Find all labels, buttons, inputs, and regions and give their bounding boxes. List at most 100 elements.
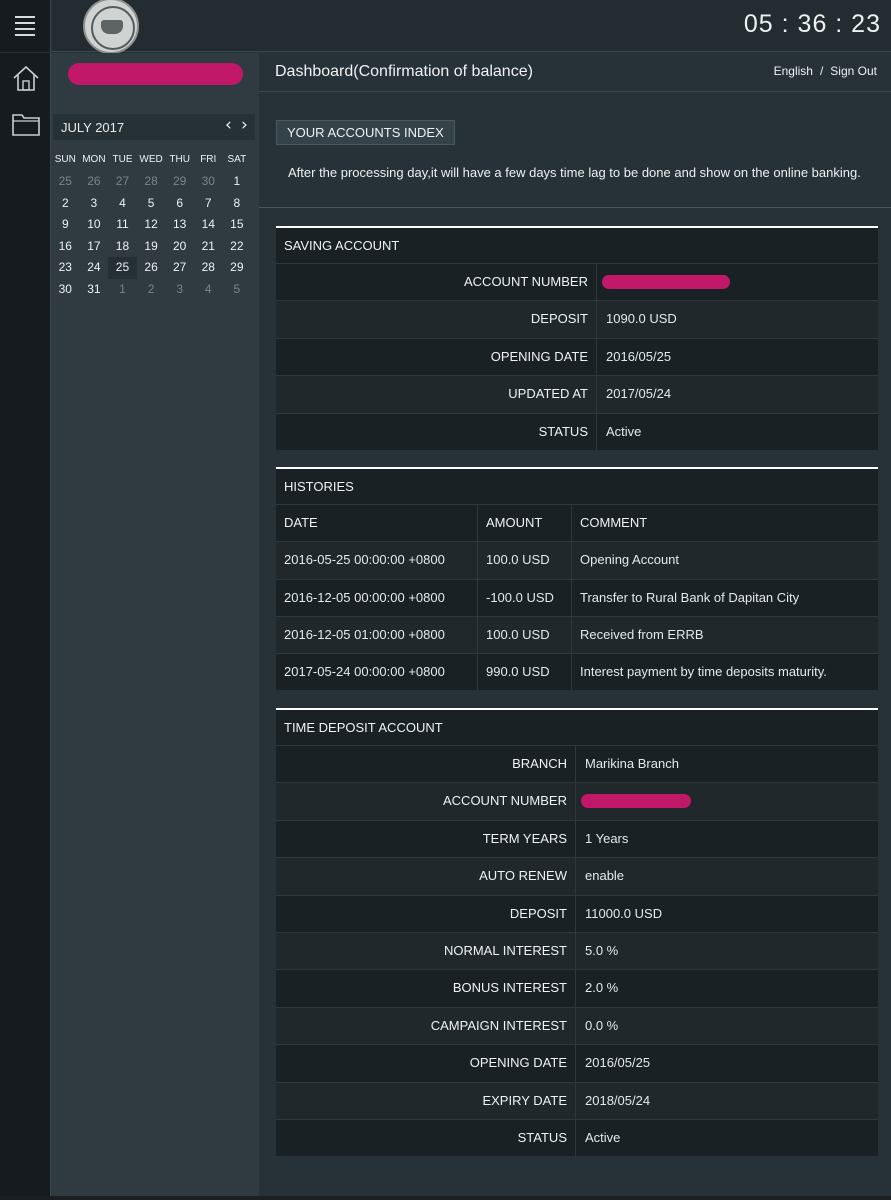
calendar-day[interactable]: 5 [147,195,155,210]
table-cell: Received from ERRB [580,626,704,642]
calendar-weekday: SUN [54,154,76,165]
calendar-prev-icon[interactable]: ‹ [225,115,232,135]
accounts-index-tab[interactable]: YOUR ACCOUNTS INDEX [276,120,455,145]
calendar-day[interactable]: 8 [233,195,241,210]
row-value: 11000.0 USD [585,905,663,921]
table-cell: 100.0 USD [478,616,572,654]
home-icon[interactable] [11,63,41,93]
seal-logo [83,0,139,54]
calendar-day[interactable]: 1 [233,174,241,188]
time-deposit-table: BRANCH Marikina Branch ACCOUNT NUMBER TERM … [276,745,878,1157]
bottom-strip [0,1196,891,1200]
calendar-day[interactable]: 3 [90,195,98,210]
calendar-day[interactable]: 27 [172,260,187,274]
table-cell: Opening Account [580,552,680,568]
calendar-day[interactable]: 28 [144,174,158,188]
row-label: BONUS INTEREST [276,970,576,1007]
calendar-week: 2 3 4 5 6 7 8 [51,193,255,215]
calendar-day[interactable]: 3 [176,281,184,296]
calendar-day[interactable]: 6 [176,195,184,210]
row-label: NORMAL INTEREST [276,932,576,970]
calendar-next-icon[interactable]: › [241,115,248,135]
calendar-week: 16 17 18 19 20 21 22 [51,236,255,258]
calendar-day[interactable]: 2 [147,281,155,296]
calendar-day[interactable]: 21 [201,238,215,253]
user-name-redacted [68,63,243,85]
calendar-header: JULY 2017 ‹ › [53,114,255,140]
calendar-day[interactable]: 4 [204,281,212,296]
saving-account-title: SAVING ACCOUNT [276,228,878,263]
folder-icon[interactable] [11,109,41,139]
calendar-week: 23 24 25 26 27 28 29 [51,257,255,279]
calendar-day[interactable]: 24 [87,260,101,274]
calendar-day[interactable]: 18 [115,238,130,253]
calendar-day[interactable]: 9 [61,217,69,231]
calendar-day[interactable]: 17 [87,238,101,253]
calendar-week: 25 26 27 28 29 30 1 [51,171,255,193]
language-link[interactable]: English [773,64,813,78]
row-value: 2016/05/25 [585,1055,651,1071]
calendar-day[interactable]: 29 [172,174,187,188]
calendar-day[interactable]: 16 [58,238,72,253]
calendar-day[interactable]: 4 [119,195,126,210]
calendar-day[interactable]: 11 [116,217,129,231]
calendar-day[interactable]: 26 [144,260,158,274]
calendar-day[interactable]: 31 [87,281,101,296]
column-header: AMOUNT [478,505,572,542]
menu-icon[interactable] [0,0,51,52]
calendar-day[interactable]: 26 [87,174,101,188]
top-bar: 05 : 36 : 23 [0,0,891,54]
calendar-day[interactable]: 25 [108,257,137,279]
calendar-day[interactable]: 22 [230,238,244,253]
calendar-day[interactable]: 30 [201,174,215,188]
row-value: 2018/05/24 [585,1092,651,1108]
calendar-day[interactable]: 14 [201,217,215,231]
histories-header-row: DATE AMOUNT COMMENT [276,504,878,542]
calendar-day[interactable]: 20 [172,238,187,253]
table-row: AUTO RENEW enable [276,857,878,895]
calendar-day[interactable]: 19 [144,238,158,253]
calendar-day[interactable]: 5 [233,281,241,296]
calendar-week: 30 31 1 2 3 4 5 [51,279,255,301]
table-row: 2016-12-05 01:00:00 +0800 100.0 USD Receiv… [276,615,878,654]
calendar-day[interactable]: 10 [87,217,101,231]
side-panel: JULY 2017 ‹ › SUN MON TUE WED THU FRI SAT 25 26 2… [51,53,259,1200]
row-label: STATUS [276,1119,576,1157]
row-label: DEPOSIT [276,895,576,932]
calendar-day[interactable]: 30 [58,281,72,296]
row-label: STATUS [276,413,597,450]
row-value: 1090.0 USD [606,311,677,327]
calendar-day[interactable]: 23 [58,260,72,274]
calendar-day[interactable]: 25 [58,174,72,188]
calendar-grid: SUN MON TUE WED THU FRI SAT 25 26 27 28 29 30 1 2 3 4 5 6 7… [51,151,255,300]
table-row: BRANCH Marikina Branch [276,745,878,783]
table-row: UPDATED AT 2017/05/24 [276,375,878,413]
table-row: ACCOUNT NUMBER [276,263,878,301]
calendar-day[interactable]: 29 [230,260,244,274]
table-row: STATUS Active [276,412,878,450]
row-value: 2016/05/25 [606,348,672,364]
header-links: English / Sign Out [774,64,877,78]
row-label: OPENING DATE [276,1045,576,1082]
table-row: DEPOSIT 1090.0 USD [276,300,878,338]
calendar-day[interactable]: 12 [144,217,158,231]
row-label: TERM YEARS [276,820,576,858]
row-value: Active [606,423,642,439]
table-row: 2016-05-25 00:00:00 +0800 100.0 USD Openin… [276,541,878,579]
calendar-day[interactable]: 28 [201,260,215,274]
calendar-day[interactable]: 7 [204,195,212,210]
main-content: Dashboard(Confirmation of balance) Engli… [259,53,891,1200]
calendar-day[interactable]: 1 [119,281,126,296]
table-cell: 2016-12-05 01:00:00 +0800 [276,616,478,654]
row-label: ACCOUNT NUMBER [276,264,597,301]
calendar-day[interactable]: 15 [230,217,244,231]
calendar-day[interactable]: 13 [172,217,187,231]
calendar-day[interactable]: 2 [61,195,69,210]
sign-out-link[interactable]: Sign Out [830,64,877,78]
row-label: UPDATED AT [276,376,597,413]
row-label: AUTO RENEW [276,858,576,895]
calendar-day[interactable]: 27 [115,174,130,188]
calendar-weekday: FRI [200,154,217,165]
link-separator: / [819,64,824,78]
table-row: OPENING DATE 2016/05/25 [276,1044,878,1082]
